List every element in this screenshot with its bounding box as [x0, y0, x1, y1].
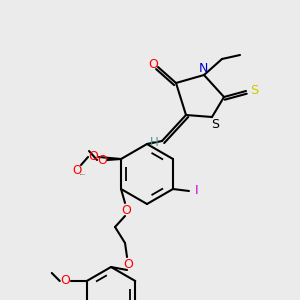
- Text: S: S: [211, 118, 219, 131]
- Text: I: I: [195, 184, 199, 197]
- Text: N: N: [198, 61, 208, 74]
- Text: S: S: [250, 85, 258, 98]
- Text: O: O: [121, 205, 131, 218]
- Text: O: O: [123, 259, 133, 272]
- Text: O: O: [88, 149, 98, 163]
- Text: O: O: [97, 154, 107, 166]
- Text: O: O: [60, 274, 70, 287]
- Text: O: O: [72, 164, 82, 178]
- Text: methoxy: methoxy: [80, 173, 86, 175]
- Text: H: H: [150, 136, 158, 149]
- Text: O: O: [148, 58, 158, 71]
